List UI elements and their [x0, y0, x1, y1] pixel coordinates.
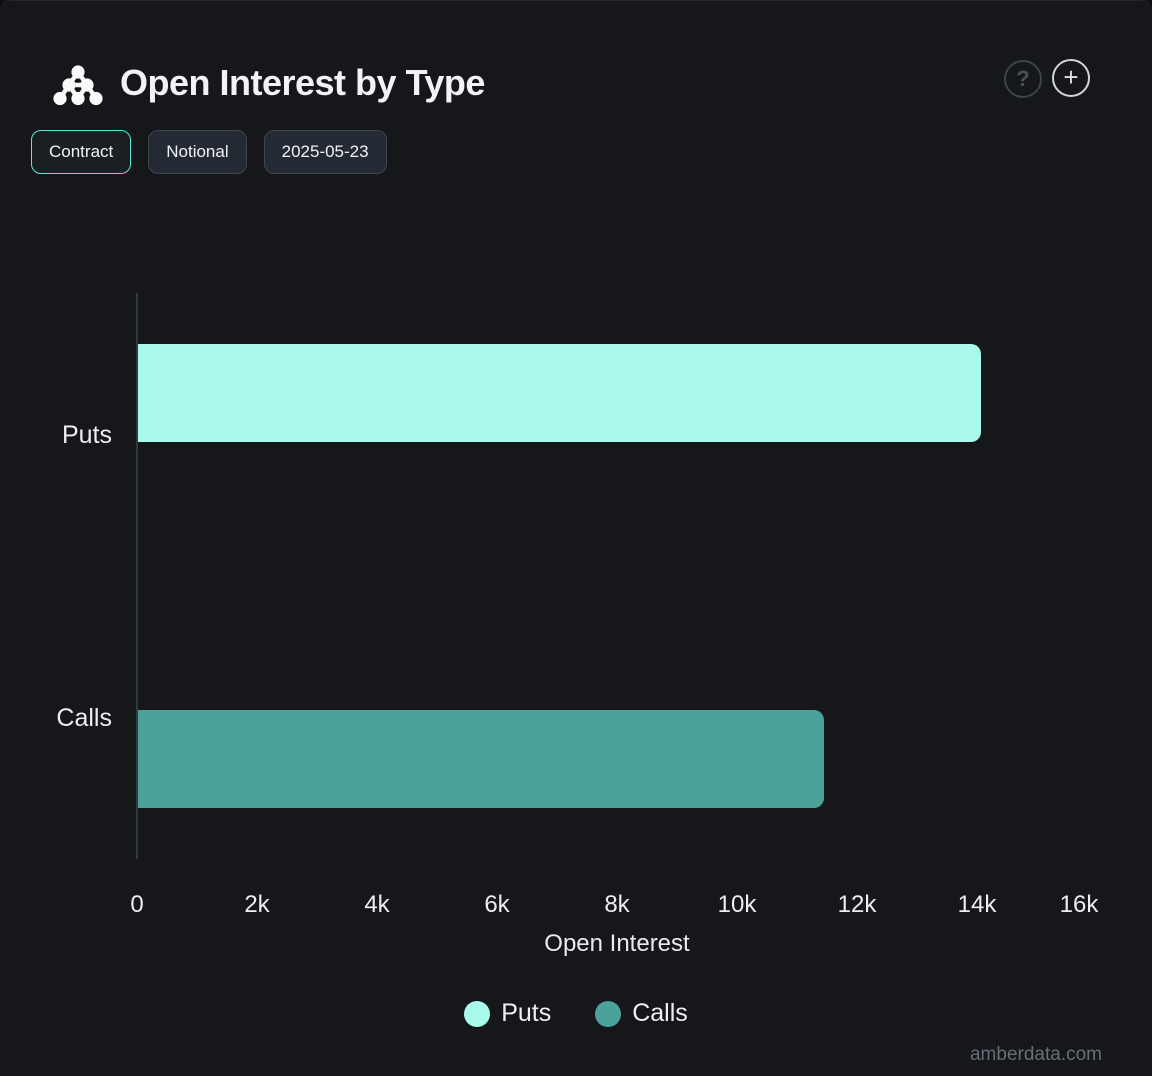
x-tick-label: 0	[130, 891, 144, 918]
x-tick-label: 2k	[244, 891, 270, 918]
legend-dot-calls	[595, 1000, 622, 1027]
help-glyph: ?	[1016, 66, 1030, 91]
legend-label: Puts	[501, 999, 552, 1027]
help-icon[interactable]: ?	[1004, 60, 1042, 98]
toolbar: Contract Notional 2025-05-23	[31, 130, 387, 174]
x-axis-ticks: 0 2k 4k 6k 8k 10k 12k 14k 16k	[130, 891, 1099, 922]
chart-title: Open Interest by Type	[120, 62, 485, 103]
y-axis-labels: Puts Calls	[0, 293, 112, 859]
plus-glyph: +	[1063, 61, 1079, 92]
y-category-label: Puts	[61, 420, 112, 449]
legend-item-puts[interactable]: Puts	[464, 999, 551, 1028]
x-tick-label: 8k	[604, 891, 630, 918]
bar-puts[interactable]	[138, 344, 981, 442]
legend-item-calls[interactable]: Calls	[595, 999, 688, 1028]
date-button[interactable]: 2025-05-23	[263, 130, 387, 174]
contract-button[interactable]: Contract	[31, 130, 132, 174]
amberdata-logo	[53, 65, 103, 106]
x-tick-label: 4k	[364, 891, 390, 918]
watermark: amberdata.com	[969, 1044, 1102, 1065]
bar-calls[interactable]	[138, 710, 824, 808]
x-tick-label: 6k	[484, 891, 510, 918]
y-category-label: Calls	[56, 703, 112, 732]
x-tick-label: 16k	[1059, 891, 1099, 918]
chart-legend: Puts Calls	[0, 999, 1152, 1028]
legend-dot-puts	[464, 1000, 491, 1027]
y-axis-line	[136, 293, 138, 859]
legend-label: Calls	[632, 999, 688, 1027]
x-axis-title: Open Interest	[544, 930, 690, 957]
notional-button[interactable]: Notional	[148, 130, 247, 174]
x-tick-label: 10k	[717, 891, 757, 918]
plot-area	[137, 293, 1097, 859]
x-tick-label: 12k	[837, 891, 877, 918]
add-icon[interactable]: +	[1052, 59, 1090, 97]
x-tick-label: 14k	[957, 891, 997, 918]
